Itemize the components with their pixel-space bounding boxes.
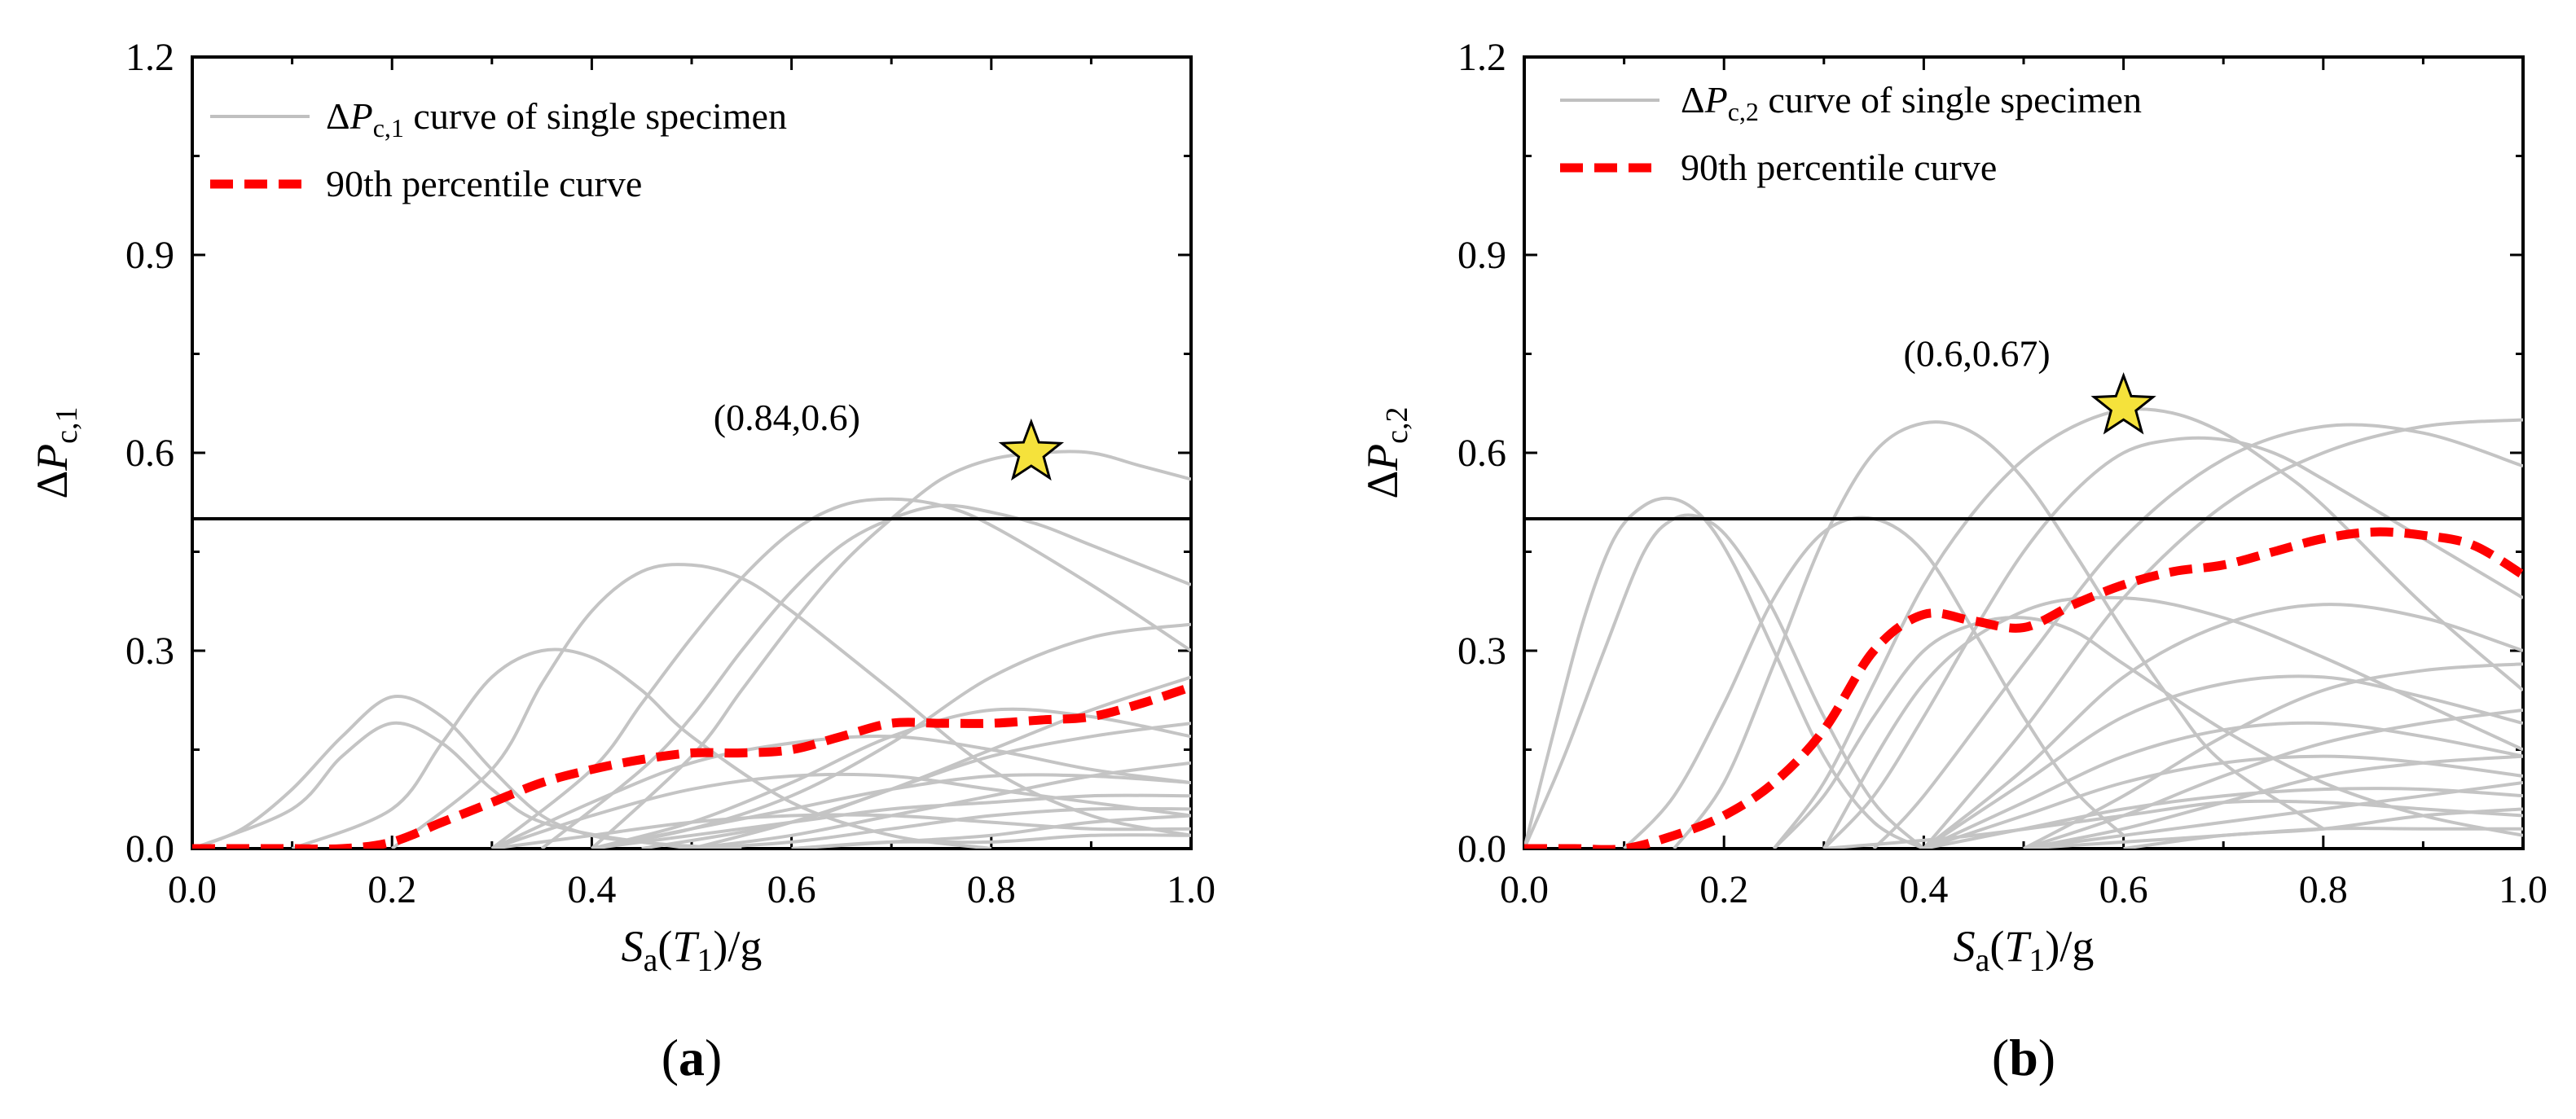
legend-subscript: c,1 <box>373 113 404 143</box>
specimen-curve <box>1773 616 2523 849</box>
specimen-curve <box>491 772 1191 849</box>
x-tick-label: 0.2 <box>1699 868 1748 911</box>
specimen-curve <box>591 450 1191 849</box>
x-tick-label: 0.4 <box>1899 868 1948 911</box>
specimen-curve <box>491 813 1191 849</box>
x-tick-label: 1.0 <box>2499 868 2547 911</box>
y-tick-label: 0.9 <box>1457 234 1506 277</box>
max-point-annotation: (0.84,0.6) <box>714 397 860 438</box>
x-tick-label: 0.8 <box>967 868 1016 911</box>
y-tick-label: 0.9 <box>125 234 174 277</box>
specimen-curve <box>2023 781 2523 849</box>
specimen-curve <box>1922 418 2523 849</box>
specimen-curve <box>540 503 1191 849</box>
specimen-curve <box>1524 513 1925 849</box>
specimen-curve <box>1673 420 2324 849</box>
specimen-curve <box>641 722 1191 849</box>
specimen-curve <box>591 793 1191 849</box>
specimen-curves <box>192 450 1191 849</box>
x-tick-label: 0.0 <box>1500 868 1549 911</box>
panel-label-b: (b) <box>1992 1029 2055 1086</box>
x-tick-marks: 0.0 0.2 0.4 0.6 0.8 1.0 <box>1500 57 2547 911</box>
panel-label-a: (a) <box>662 1029 723 1086</box>
x-axis-label: Sa(T1)/g <box>1954 922 2095 978</box>
x-tick-label: 0.8 <box>2299 868 2348 911</box>
specimen-curve <box>1524 496 1925 849</box>
specimen-curve <box>691 806 1191 849</box>
specimen-curve <box>791 833 1191 849</box>
specimen-curve <box>490 497 1191 849</box>
specimen-curve <box>1923 721 2523 849</box>
y-tick-marks: 0.0 0.3 0.6 0.9 1.2 <box>1457 36 2523 871</box>
x-axis-label: Sa(T1)/g <box>622 922 763 978</box>
percentile-curve <box>192 682 1191 849</box>
legend-subscript: c,2 <box>1728 97 1759 126</box>
specimen-curve <box>2023 827 2523 849</box>
specimen-curve <box>1822 436 2523 849</box>
x-tick-label: 1.0 <box>1167 868 1215 911</box>
x-tick-label: 0.4 <box>567 868 616 911</box>
y-tick-label: 0.0 <box>125 827 174 871</box>
y-tick-label: 0.6 <box>1457 432 1506 475</box>
y-tick-label: 0.3 <box>1457 630 1506 673</box>
specimen-curve <box>1772 407 2523 849</box>
star-icon <box>998 418 1065 481</box>
percentile-curve <box>1524 527 2523 849</box>
y-axis-label: ΔPc,1 <box>28 406 84 498</box>
y-tick-label: 1.2 <box>125 36 174 79</box>
y-tick-label: 0.0 <box>1457 827 1506 871</box>
legend-entry-percentile: 90th percentile curve <box>1681 147 1997 188</box>
x-tick-label: 0.0 <box>168 868 217 911</box>
specimen-curve <box>1923 603 2523 849</box>
specimen-curve <box>1822 595 2523 849</box>
legend: ΔPc,2 curve of single specimen 90th perc… <box>1560 79 2142 188</box>
specimen-curve <box>2023 754 2523 849</box>
star-icon <box>2090 372 2156 435</box>
x-tick-label: 0.2 <box>367 868 416 911</box>
y-tick-marks: 0.0 0.3 0.6 0.9 1.2 <box>125 36 1191 871</box>
y-label-subscript: c,2 <box>1380 406 1414 443</box>
legend-entry-percentile: 90th percentile curve <box>326 163 642 204</box>
legend-entry-specimen: ΔPc,1 curve of single specimen <box>326 95 787 143</box>
y-tick-label: 1.2 <box>1457 36 1506 79</box>
specimen-curve <box>490 735 1191 849</box>
specimen-curve <box>291 647 992 849</box>
y-axis-label: ΔPc,2 <box>1358 406 1414 498</box>
chart-panel-a: 0.0 0.3 0.6 0.9 1.2 0.0 0.2 0.4 0.6 0.8 1.0 (0.84… <box>28 36 1215 1086</box>
specimen-curve <box>1923 674 2523 849</box>
max-point-annotation: (0.6,0.67) <box>1904 332 2051 374</box>
specimen-curve <box>2023 662 2523 849</box>
legend: ΔPc,1 curve of single specimen 90th perc… <box>210 95 787 204</box>
chart-panel-b: 0.0 0.3 0.6 0.9 1.2 0.0 0.2 0.4 0.6 0.8 1.0 (0.6,… <box>1358 36 2547 1086</box>
x-tick-marks: 0.0 0.2 0.4 0.6 0.8 1.0 <box>168 57 1215 911</box>
y-tick-label: 0.6 <box>125 432 174 475</box>
y-tick-label: 0.3 <box>125 630 174 673</box>
y-label-subscript: c,1 <box>50 406 84 443</box>
x-tick-label: 0.6 <box>2099 868 2148 911</box>
legend-entry-specimen: ΔPc,2 curve of single specimen <box>1681 79 2142 126</box>
x-tick-label: 0.6 <box>767 868 816 911</box>
specimen-curve <box>390 563 1191 849</box>
specimen-curve <box>1823 799 2523 849</box>
